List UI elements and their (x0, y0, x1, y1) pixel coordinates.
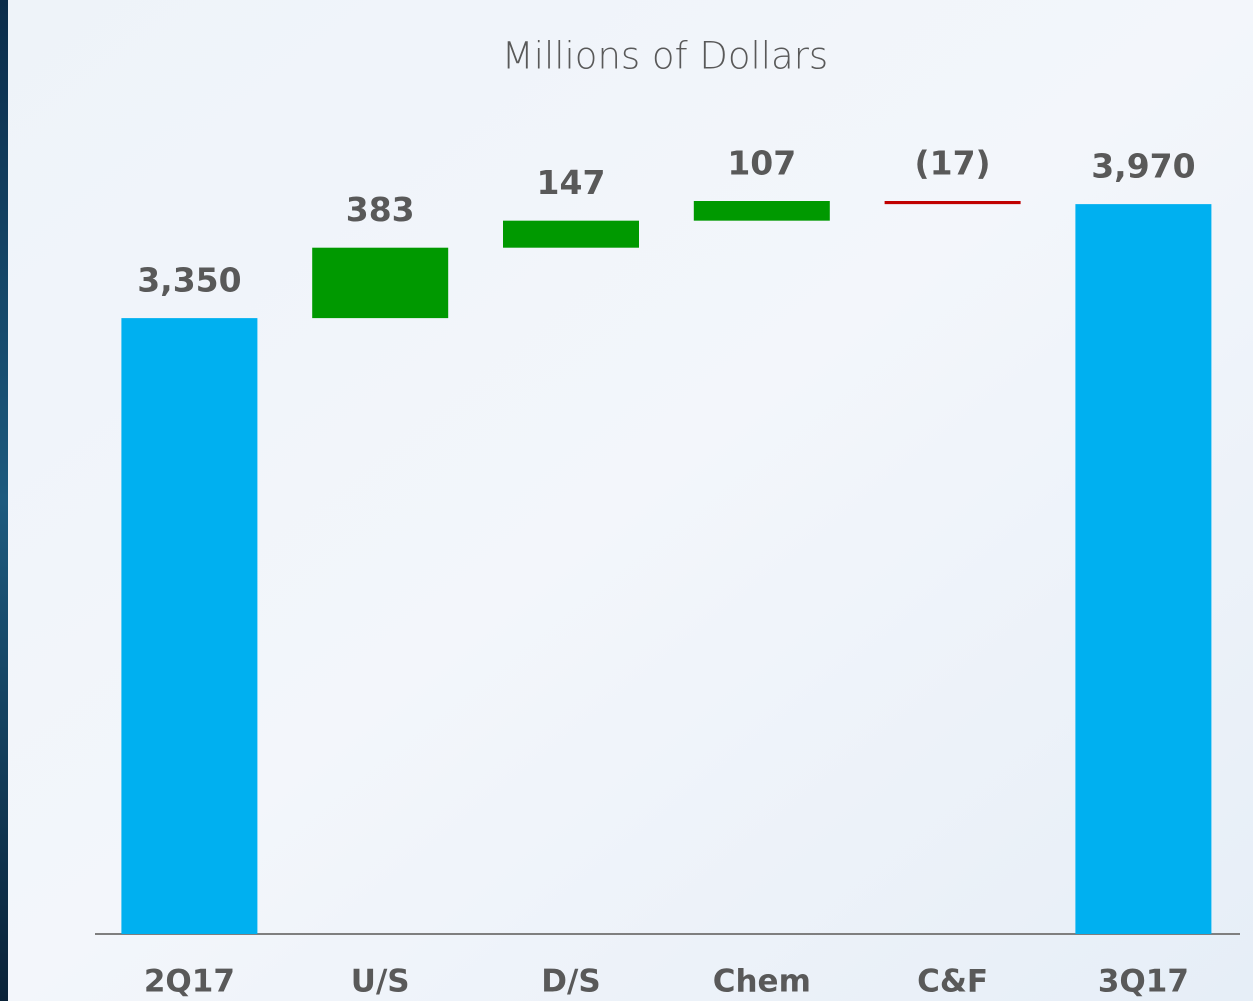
x-tick-label: D/S (541, 964, 600, 1000)
x-tick-label: 3Q17 (1098, 964, 1189, 1000)
bar (503, 220, 639, 248)
bar (884, 201, 1021, 205)
value-label: 147 (537, 163, 606, 202)
edge-strip (0, 0, 8, 1001)
value-label: 3,350 (137, 261, 241, 300)
bar (1075, 204, 1212, 934)
bar (693, 201, 830, 221)
value-label: 383 (346, 190, 415, 229)
bar (121, 318, 258, 935)
value-label: 3,970 (1091, 147, 1195, 186)
bar (312, 247, 449, 319)
chart-title: Millions of Dollars (502, 35, 828, 78)
value-label: (17) (915, 144, 991, 183)
x-tick-label: U/S (351, 964, 410, 1000)
x-tick-label: 2Q17 (144, 964, 235, 1000)
x-tick-label: Chem (713, 964, 811, 1000)
x-tick-label: C&F (917, 964, 988, 1000)
value-label: 107 (727, 144, 796, 183)
